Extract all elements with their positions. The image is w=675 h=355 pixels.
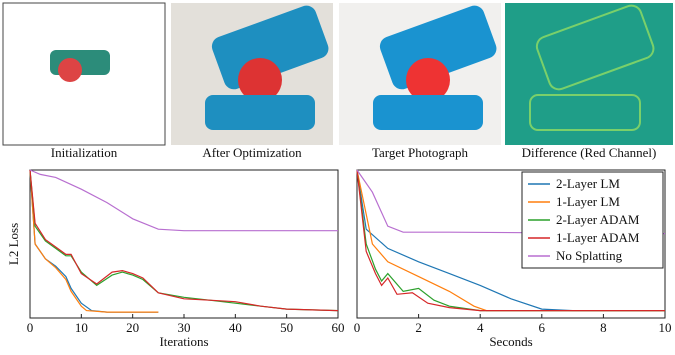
caption: Difference (Red Channel) bbox=[522, 145, 657, 160]
plane-shape bbox=[373, 95, 483, 130]
x-tick-label: 50 bbox=[280, 320, 293, 335]
legend-label: 1-Layer LM bbox=[556, 194, 620, 209]
caption: After Optimization bbox=[202, 145, 302, 160]
caption: Initialization bbox=[51, 145, 118, 160]
legend bbox=[521, 171, 664, 269]
x-tick-label: 4 bbox=[477, 320, 484, 335]
plane-shape bbox=[406, 58, 450, 102]
x-tick-label: 30 bbox=[178, 320, 191, 335]
loss-line bbox=[356, 169, 665, 312]
plane-shape bbox=[205, 95, 315, 130]
legend-label: 1-Layer ADAM bbox=[556, 230, 640, 245]
x-tick-label: 10 bbox=[75, 320, 88, 335]
x-tick-label: 0 bbox=[354, 320, 361, 335]
loss-line bbox=[356, 169, 665, 312]
caption: Target Photograph bbox=[372, 145, 468, 160]
x-tick-label: 10 bbox=[659, 320, 672, 335]
x-axis-label: Iterations bbox=[159, 334, 208, 349]
x-tick-label: 8 bbox=[600, 320, 607, 335]
x-tick-label: 0 bbox=[27, 320, 34, 335]
legend-label: 2-Layer LM bbox=[556, 176, 620, 191]
loss-line bbox=[29, 169, 339, 312]
x-tick-label: 2 bbox=[415, 320, 422, 335]
image-difference bbox=[505, 3, 673, 145]
plane-shape bbox=[529, 94, 641, 131]
loss-line bbox=[356, 169, 665, 312]
x-tick-label: 40 bbox=[229, 320, 242, 335]
plane-shape bbox=[58, 58, 82, 82]
loss-line bbox=[356, 169, 665, 312]
plane-shape bbox=[211, 5, 329, 90]
loss-line bbox=[29, 169, 338, 232]
x-tick-label: 60 bbox=[332, 320, 345, 335]
y-axis-label: L2 Loss bbox=[6, 223, 21, 265]
plot-frame bbox=[356, 169, 666, 319]
plane-shape bbox=[379, 5, 497, 90]
plane-shape bbox=[238, 58, 282, 102]
loss-line bbox=[29, 169, 159, 313]
loss-line bbox=[29, 169, 339, 312]
x-tick-label: 20 bbox=[126, 320, 139, 335]
legend-label: 2-Layer ADAM bbox=[556, 212, 640, 227]
image-panels bbox=[2, 2, 673, 146]
loss-line bbox=[29, 169, 159, 313]
legend-label: No Splatting bbox=[556, 248, 623, 263]
x-axis-label: Seconds bbox=[489, 334, 532, 349]
x-tick-label: 6 bbox=[539, 320, 546, 335]
loss-line bbox=[356, 169, 666, 235]
plane-shape bbox=[535, 4, 655, 91]
